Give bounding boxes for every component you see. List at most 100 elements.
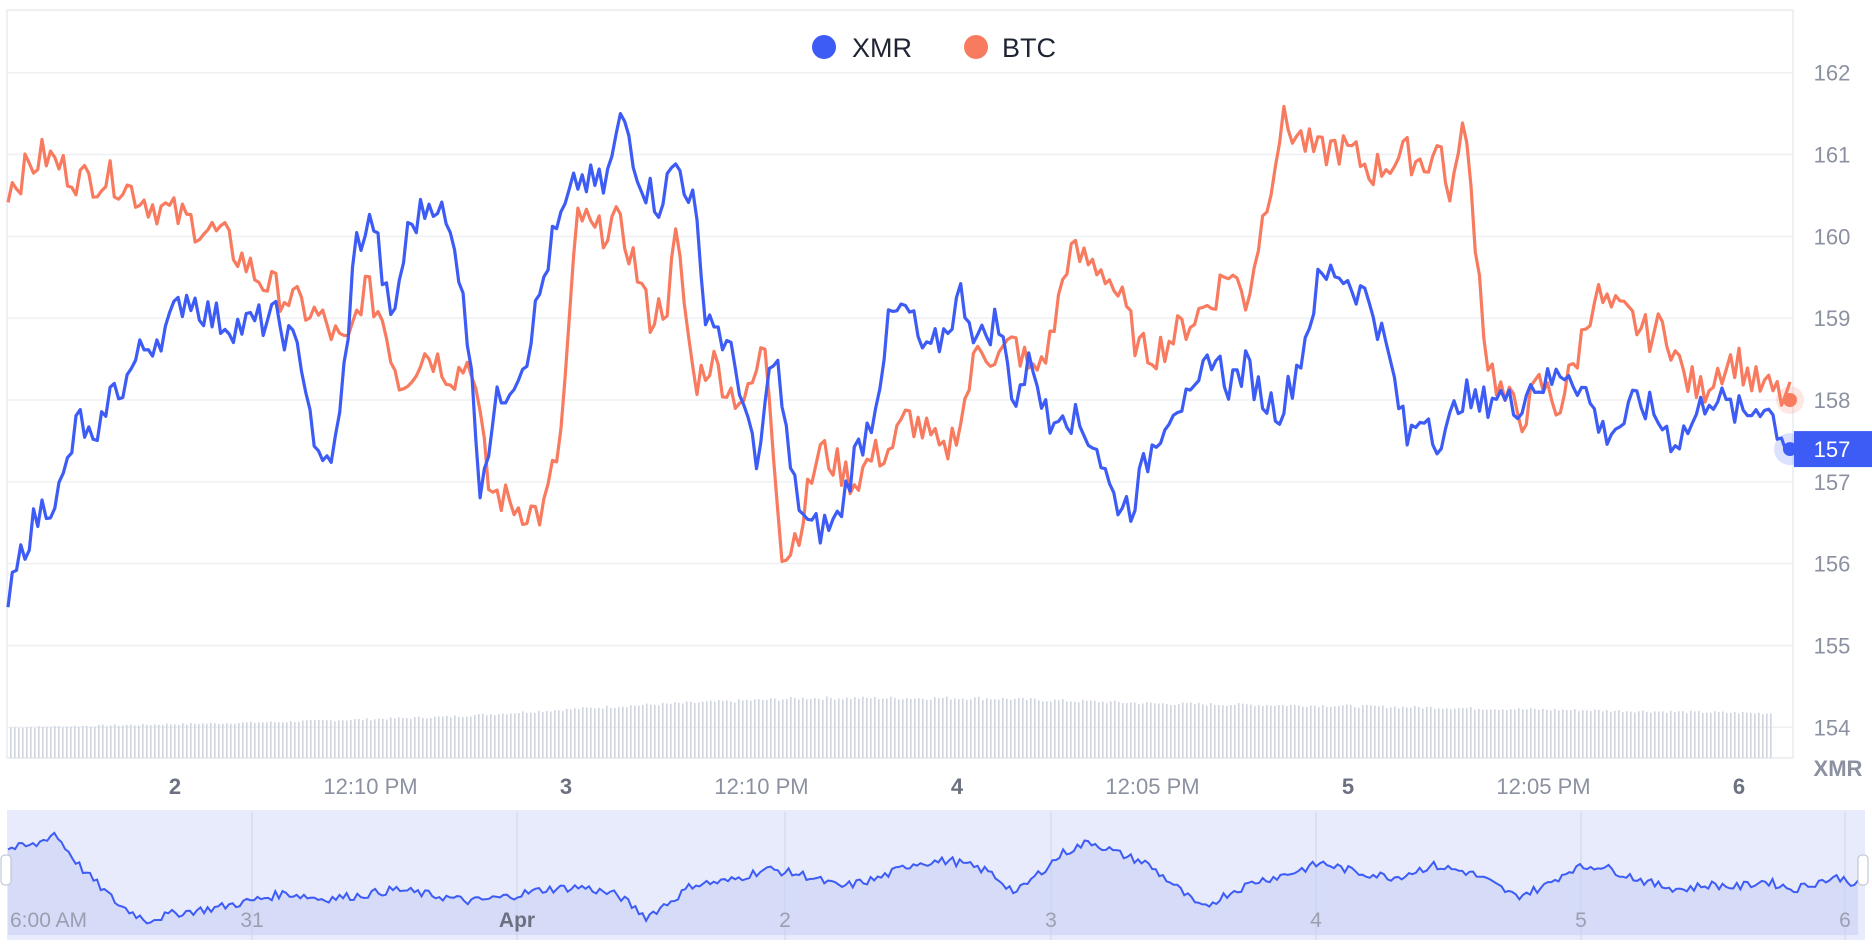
volume-bar (150, 725, 152, 758)
volume-bar (726, 700, 728, 758)
volume-bar (1366, 704, 1368, 758)
volume-bar (406, 718, 408, 758)
volume-bar (1434, 709, 1436, 758)
volume-bar (1582, 710, 1584, 758)
volume-bar (1714, 711, 1716, 758)
volume-bar (622, 706, 624, 758)
x-tick-label: 3 (560, 774, 572, 799)
volume-bar (994, 699, 996, 758)
volume-bar (374, 719, 376, 758)
volume-bar (1730, 712, 1732, 758)
volume-bar (1002, 697, 1004, 758)
volume-bar (626, 707, 628, 758)
volume-bar (1486, 709, 1488, 758)
volume-bar (950, 699, 952, 758)
volume-bar (130, 724, 132, 758)
volume-bar (722, 701, 724, 758)
y-tick-label: 159 (1814, 306, 1851, 331)
volume-bar (754, 699, 756, 758)
volume-bar (50, 727, 52, 758)
volume-bar (630, 705, 632, 758)
volume-bar (494, 715, 496, 758)
volume-bar (1178, 704, 1180, 758)
volume-bar (310, 719, 312, 758)
volume-bar (1118, 702, 1120, 758)
volume-bar (154, 724, 156, 758)
volume-bar (1566, 710, 1568, 758)
volume-bar (1710, 712, 1712, 758)
volume-bar (822, 699, 824, 758)
volume-bar (1610, 711, 1612, 758)
x-tick-label: 12:05 PM (1496, 774, 1590, 799)
volume-bar (438, 716, 440, 758)
y-tick-label: 158 (1814, 388, 1851, 413)
volume-bar (210, 722, 212, 758)
navigator-tick-label: 6 (1839, 909, 1851, 932)
volume-bar (1742, 712, 1744, 758)
volume-bar (1682, 711, 1684, 758)
volume-bar (182, 723, 184, 758)
volume-bar (682, 703, 684, 758)
volume-bar (214, 722, 216, 758)
volume-bar (142, 723, 144, 758)
volume-bar (134, 725, 136, 758)
legend-item-xmr[interactable]: XMR (812, 33, 912, 63)
volume-bar (1142, 703, 1144, 758)
volume-bar (1206, 705, 1208, 758)
volume-bar (594, 708, 596, 758)
volume-bar (1426, 706, 1428, 758)
volume-bar (1254, 706, 1256, 758)
volume-bar (1406, 707, 1408, 758)
navigator[interactable]: 6:00 AM 31 Apr 2 3 4 5 6 (0, 810, 1869, 940)
navigator-tick-label: 2 (779, 909, 791, 932)
volume-bar (1370, 705, 1372, 758)
navigator-left-handle[interactable] (0, 854, 12, 886)
volume-bar (1274, 705, 1276, 758)
volume-bar (602, 708, 604, 758)
volume-bar (242, 722, 244, 758)
volume-bar (362, 719, 364, 758)
volume-bar (1074, 701, 1076, 758)
volume-bar (462, 717, 464, 758)
volume-bar (518, 713, 520, 758)
volume-bar (554, 710, 556, 758)
volume-bar (590, 707, 592, 758)
volume-bar (1694, 711, 1696, 758)
volume-bar (546, 710, 548, 758)
legend-item-btc[interactable]: BTC (964, 33, 1056, 63)
volume-bar (574, 708, 576, 758)
navigator-series (7, 831, 1859, 935)
volume-bar (78, 726, 80, 758)
volume-bar (170, 724, 172, 758)
volume-bar (710, 700, 712, 758)
legend-label-btc: BTC (1002, 33, 1056, 63)
volume-bar (454, 715, 456, 758)
volume-bar (910, 699, 912, 758)
navigator-tick-label: 3 (1045, 909, 1057, 932)
volume-bar (1042, 701, 1044, 758)
volume-bar (1738, 713, 1740, 758)
volume-bar (678, 702, 680, 758)
volume-bar (334, 721, 336, 758)
volume-bar (1054, 699, 1056, 758)
volume-bar (1374, 705, 1376, 758)
volume-bar (1066, 701, 1068, 758)
volume-bar (458, 716, 460, 758)
volume-bar (1262, 705, 1264, 758)
navigator-tick-label: 5 (1575, 909, 1587, 932)
volume-bar (1138, 704, 1140, 758)
volume-bar (410, 718, 412, 758)
volume-bar (534, 712, 536, 758)
volume-bar (1574, 709, 1576, 758)
volume-bar (1378, 706, 1380, 758)
volume-bar (570, 709, 572, 758)
volume-bar (874, 696, 876, 758)
volume-bar (526, 712, 528, 758)
volume-bar (382, 718, 384, 758)
volume-bar (158, 724, 160, 758)
navigator-right-handle[interactable] (1857, 854, 1869, 886)
volume-bar (282, 722, 284, 758)
volume-bar (1502, 709, 1504, 758)
navigator-tick-label: 4 (1310, 909, 1322, 932)
volume-bar (1018, 697, 1020, 758)
